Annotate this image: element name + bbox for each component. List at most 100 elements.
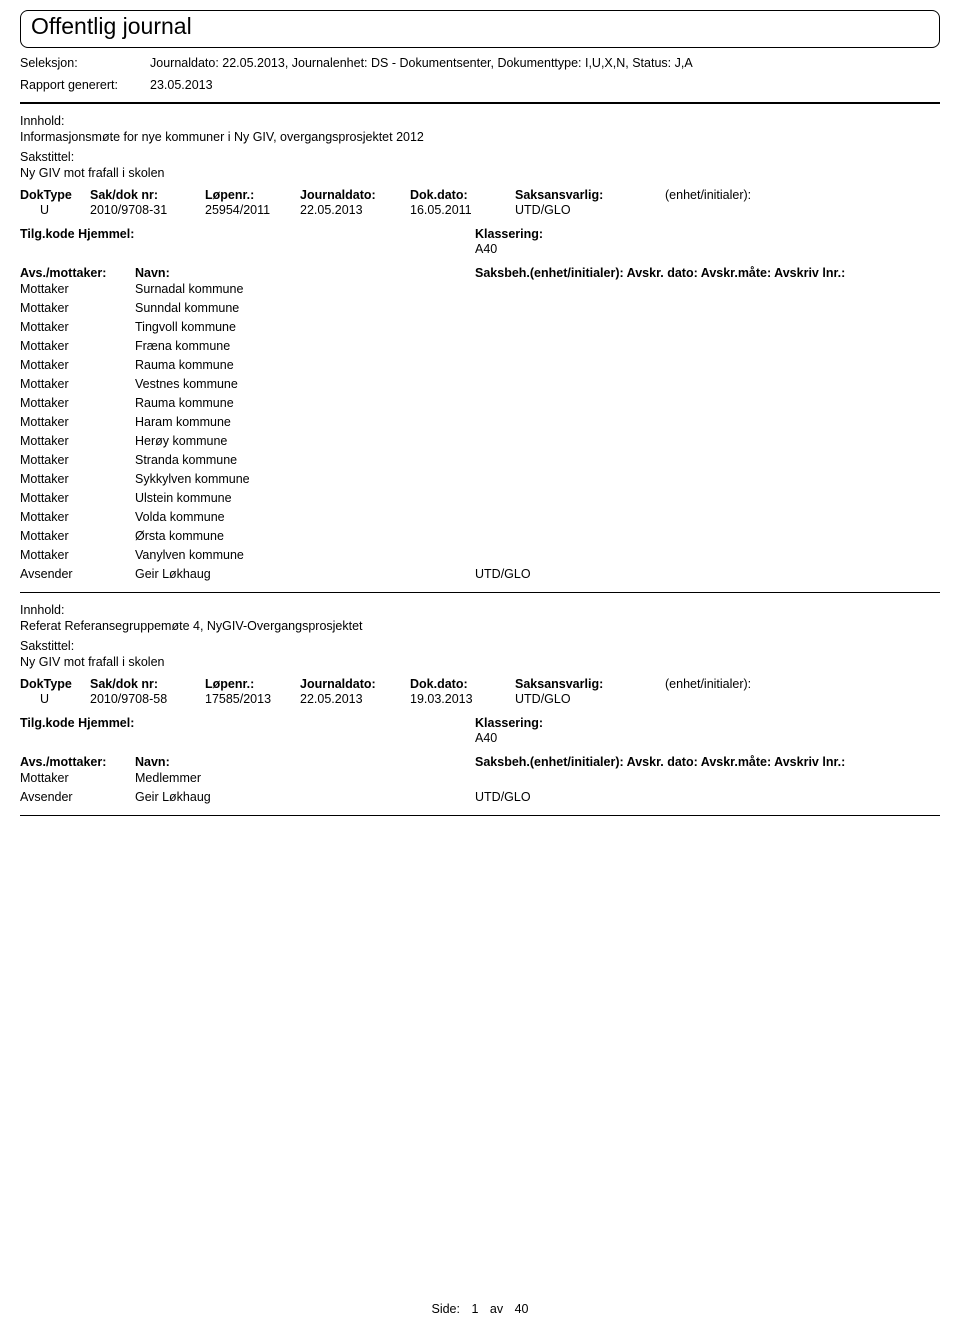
val-lopenr: 25954/2011 [205,203,300,217]
party-saksbeh [475,451,940,470]
val-saksansvarlig: UTD/GLO [515,692,665,706]
party-navn: Surnadal kommune [135,280,475,299]
val-enhet [665,203,835,217]
hdr-lopenr: Løpenr.: [205,188,300,202]
party-navn: Vestnes kommune [135,375,475,394]
party-list: MottakerSurnadal kommuneMottakerSunndal … [20,280,940,584]
party-navn: Medlemmer [135,769,475,788]
hdr-saksansvarlig: Saksansvarlig: [515,677,665,691]
party-row: MottakerStranda kommune [20,451,940,470]
party-row: MottakerTingvoll kommune [20,318,940,337]
page-current: 1 [471,1302,478,1316]
party-navn: Stranda kommune [135,451,475,470]
klass-row: Tilg.kode Hjemmel: Klassering: [20,716,940,730]
sakstittel-text: Ny GIV mot frafall i skolen [20,655,940,669]
party-navn: Sykkylven kommune [135,470,475,489]
party-role: Mottaker [20,470,135,489]
party-row: MottakerVanylven kommune [20,546,940,565]
party-row: MottakerFræna kommune [20,337,940,356]
party-navn: Volda kommune [135,508,475,527]
hdr-enhet: (enhet/initialer): [665,188,835,202]
seleksjon-line: Seleksjon: Journaldato: 22.05.2013, Jour… [20,52,940,74]
party-role: Mottaker [20,451,135,470]
divider-thin [20,815,940,816]
hdr-saksansvarlig: Saksansvarlig: [515,188,665,202]
party-role: Mottaker [20,280,135,299]
val-sakdok: 2010/9708-31 [90,203,205,217]
party-role: Mottaker [20,299,135,318]
hjemmel-label: Hjemmel: [78,716,134,730]
party-saksbeh: UTD/GLO [475,788,940,807]
party-navn: Haram kommune [135,413,475,432]
innhold-label: Innhold: [20,603,940,617]
journal-entry: Innhold: Referat Referansegruppemøte 4, … [20,603,940,807]
val-lopenr: 17585/2013 [205,692,300,706]
page-total: 40 [515,1302,529,1316]
party-role: Mottaker [20,489,135,508]
party-navn: Herøy kommune [135,432,475,451]
party-role: Mottaker [20,769,135,788]
tilgkode-hjemmel: Tilg.kode Hjemmel: [20,227,475,241]
klassering-value: A40 [475,242,497,256]
doc-header-row: DokType Sak/dok nr: Løpenr.: Journaldato… [20,677,940,691]
hdr-navn: Navn: [135,266,475,280]
val-sakdok: 2010/9708-58 [90,692,205,706]
party-saksbeh [475,527,940,546]
hdr-navn: Navn: [135,755,475,769]
party-navn: Sunndal kommune [135,299,475,318]
hdr-dokdato: Dok.dato: [410,677,515,691]
hdr-sakdok: Sak/dok nr: [90,677,205,691]
party-row: MottakerØrsta kommune [20,527,940,546]
hdr-doktype: DokType [20,677,90,691]
hdr-saksbeh: Saksbeh.(enhet/initialer): Avskr. dato: … [475,755,940,769]
party-row: MottakerUlstein kommune [20,489,940,508]
rapport-label: Rapport generert: [20,74,150,96]
sakstittel-text: Ny GIV mot frafall i skolen [20,166,940,180]
party-navn: Geir Løkhaug [135,788,475,807]
title-box: Offentlig journal [20,10,940,48]
klassering-label: Klassering: [475,716,543,730]
rapport-line: Rapport generert: 23.05.2013 [20,74,940,96]
party-navn: Ørsta kommune [135,527,475,546]
party-saksbeh [475,489,940,508]
party-saksbeh [475,280,940,299]
party-saksbeh: UTD/GLO [475,565,940,584]
klassering-value: A40 [475,731,497,745]
klass-value-left [20,731,475,745]
klass-row: Tilg.kode Hjemmel: Klassering: [20,227,940,241]
party-navn: Rauma kommune [135,394,475,413]
innhold-text: Referat Referansegruppemøte 4, NyGIV-Ove… [20,619,940,633]
party-row: MottakerVestnes kommune [20,375,940,394]
doc-value-row: U 2010/9708-31 25954/2011 22.05.2013 16.… [20,203,940,217]
party-saksbeh [475,375,940,394]
party-role: Avsender [20,788,135,807]
journal-page: Offentlig journal Seleksjon: Journaldato… [0,0,960,816]
party-role: Mottaker [20,356,135,375]
hdr-lopenr: Løpenr.: [205,677,300,691]
doc-header-row: DokType Sak/dok nr: Løpenr.: Journaldato… [20,188,940,202]
party-saksbeh [475,769,940,788]
klassering-label: Klassering: [475,227,543,241]
klass-value-left [20,242,475,256]
party-role: Mottaker [20,413,135,432]
page-title: Offentlig journal [31,15,929,37]
party-saksbeh [475,432,940,451]
party-role: Mottaker [20,546,135,565]
party-row: MottakerSunndal kommune [20,299,940,318]
hjemmel-label: Hjemmel: [78,227,134,241]
party-role: Mottaker [20,527,135,546]
party-role: Mottaker [20,508,135,527]
party-role: Mottaker [20,394,135,413]
party-header-row: Avs./mottaker: Navn: Saksbeh.(enhet/init… [20,266,940,280]
rapport-value: 23.05.2013 [150,74,213,96]
party-saksbeh [475,318,940,337]
party-navn: Tingvoll kommune [135,318,475,337]
party-row: MottakerSykkylven kommune [20,470,940,489]
party-role: Mottaker [20,375,135,394]
hdr-dokdato: Dok.dato: [410,188,515,202]
hdr-journaldato: Journaldato: [300,677,410,691]
doc-value-row: U 2010/9708-58 17585/2013 22.05.2013 19.… [20,692,940,706]
side-label: Side: [431,1302,460,1316]
party-row: AvsenderGeir LøkhaugUTD/GLO [20,565,940,584]
party-row: AvsenderGeir LøkhaugUTD/GLO [20,788,940,807]
